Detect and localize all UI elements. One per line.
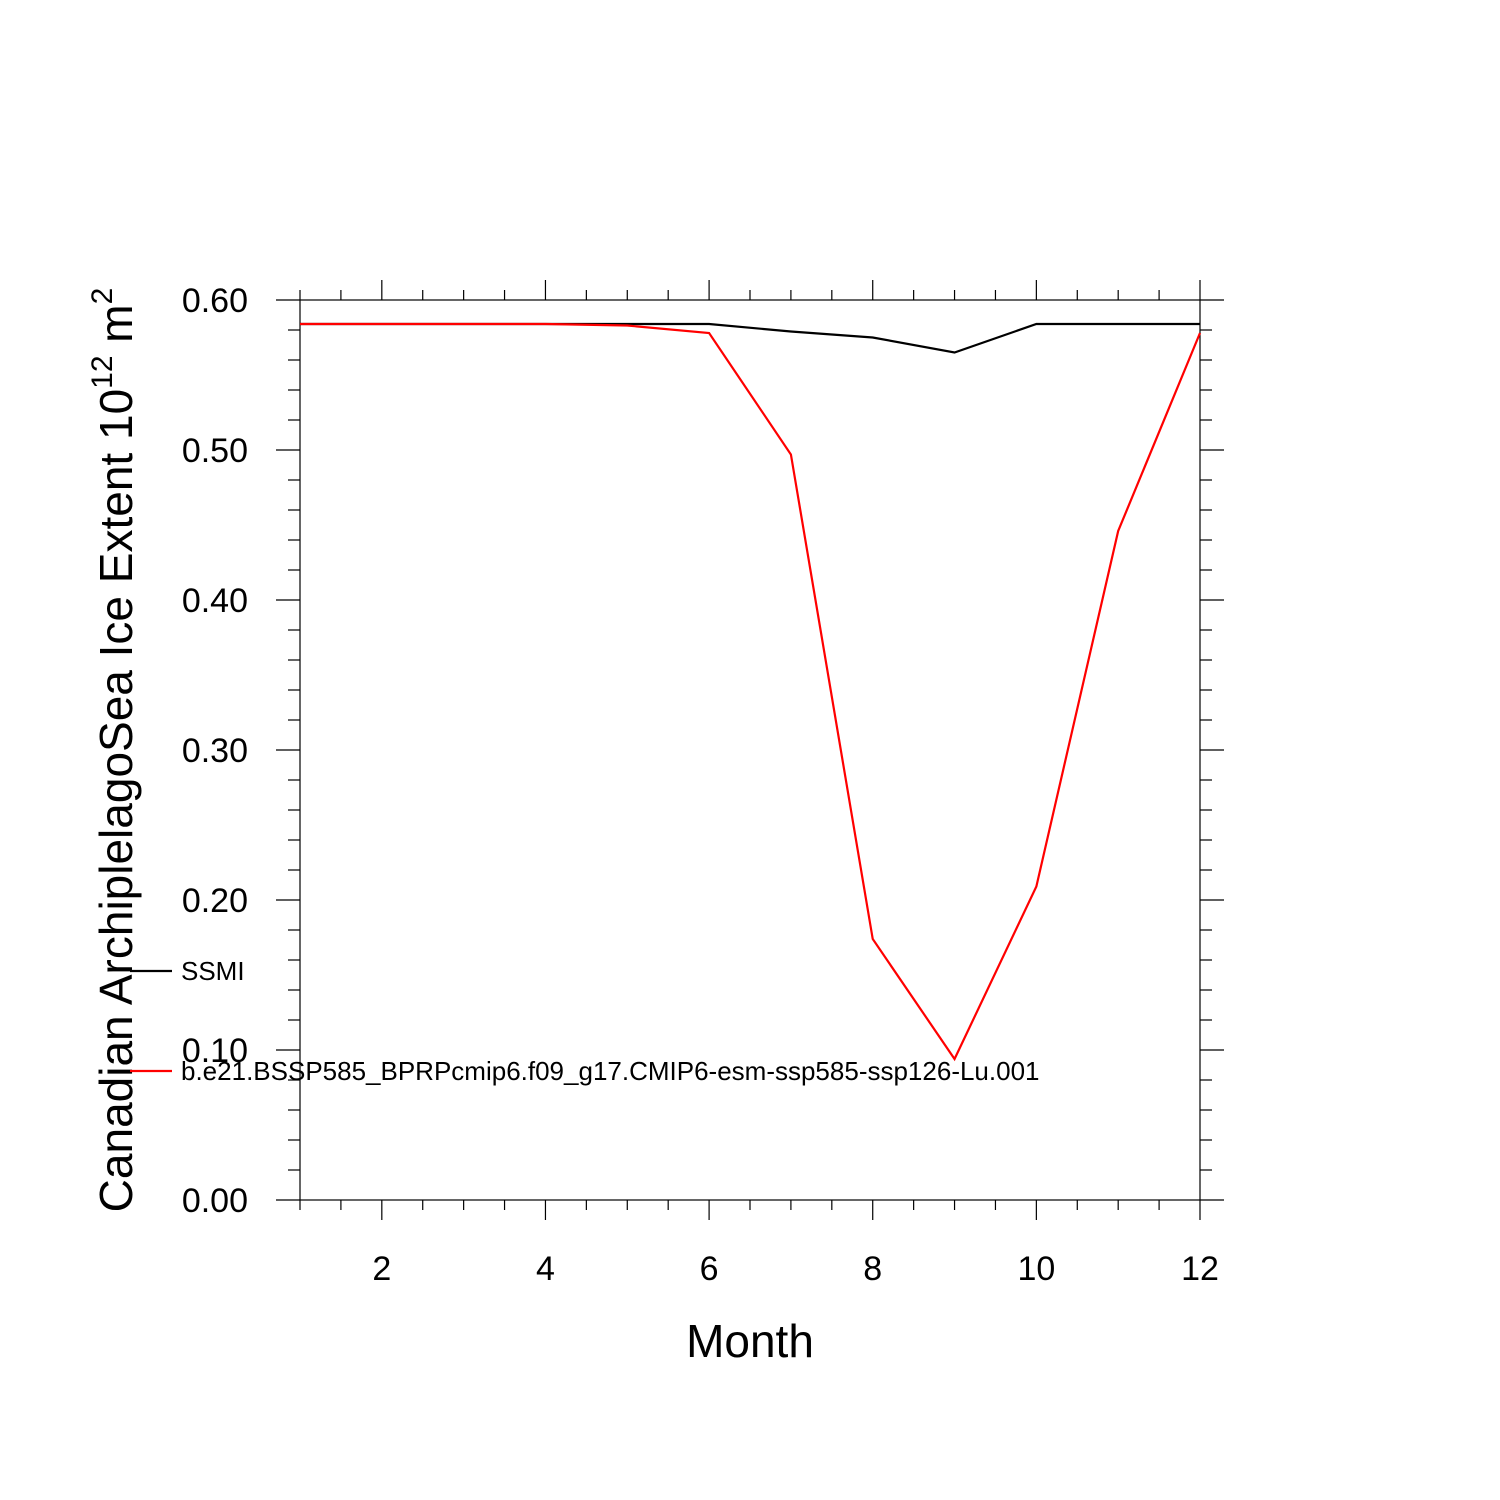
x-tick-label: 6: [700, 1250, 719, 1288]
x-tick-label: 12: [1181, 1250, 1219, 1288]
x-tick-label: 8: [863, 1250, 882, 1288]
y-tick-label: 0.40: [182, 582, 248, 620]
x-tick-label: 2: [372, 1250, 391, 1288]
legend-label: SSMI: [181, 956, 245, 986]
minor-ticks: [288, 290, 1212, 1210]
legend-label: b.e21.BSSP585_BPRPcmip6.f09_g17.CMIP6-es…: [181, 1056, 1040, 1086]
series-layer: [300, 322, 1202, 1062]
series-line-1: [300, 322, 1202, 1062]
y-tick-label: 0.10: [182, 1032, 248, 1070]
y-tick-label: 0.30: [182, 732, 248, 770]
series-line-0: [300, 322, 1200, 354]
x-tick-label: 10: [1017, 1250, 1055, 1288]
legend-item-0: SSMI: [130, 956, 245, 986]
y-tick-label: 0.60: [182, 282, 248, 320]
y-tick-label: 0.50: [182, 432, 248, 470]
y-axis-title-exponent: 12: [86, 355, 119, 388]
tick-labels: 2 4 6 8 10 12 0.00 0.10 0.20 0.30 0.40 0.50 0.60: [182, 282, 1219, 1288]
plot-frame: [299, 299, 1201, 1201]
y-axis-title-unit: m: [90, 304, 142, 355]
y-axis-title-unit-exponent: 2: [86, 288, 119, 305]
x-axis-title: Month: [686, 1315, 814, 1367]
major-ticks: [276, 280, 1224, 1220]
y-axis-title: Canadian ArchiplelagoSea Ice Extent 1012…: [86, 288, 142, 1213]
legend: SSMI b.e21.BSSP585_BPRPcmip6.f09_g17.CMIP…: [130, 956, 1040, 1086]
legend-item-1: b.e21.BSSP585_BPRPcmip6.f09_g17.CMIP6-es…: [130, 1056, 1040, 1086]
y-axis-title-main: Canadian ArchiplelagoSea Ice Extent 10: [90, 389, 142, 1212]
x-tick-label: 4: [536, 1250, 555, 1288]
y-tick-label: 0.20: [182, 882, 248, 920]
y-tick-label: 0.00: [182, 1182, 248, 1220]
